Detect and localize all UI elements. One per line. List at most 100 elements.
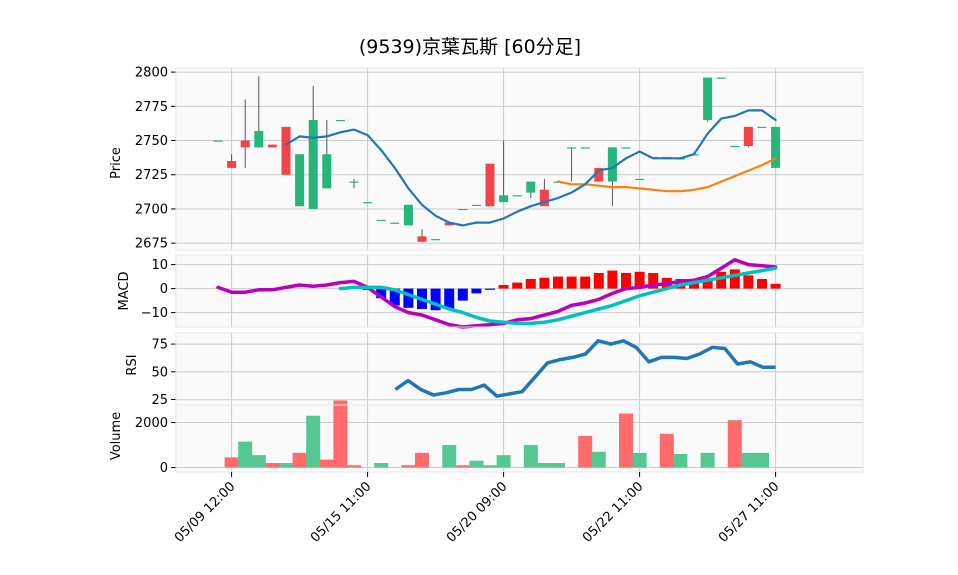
volume-bar-19: [469, 460, 484, 468]
volume-bar-33: [659, 433, 674, 468]
volume-bar-9: [333, 400, 348, 468]
panel-frame-3: [175, 399, 864, 473]
macd-hist-bar-12: [376, 288, 387, 299]
macd-ytick-label-0: −10: [141, 306, 168, 321]
candle-body-14: [403, 204, 413, 226]
volume-bar-7: [306, 415, 321, 468]
xtick-label-1: 05/15 11:00: [308, 479, 375, 546]
price-ytick-label-1: 2700: [135, 202, 168, 217]
ma-long-line: [556, 157, 777, 193]
candle-body-30: [621, 147, 631, 149]
volume-bar-39: [741, 452, 756, 468]
macd-hist-bar-17: [444, 288, 455, 309]
volume-bar-36: [700, 452, 715, 468]
candle-body-38: [730, 146, 740, 148]
xtick-label-3: 05/22 11:00: [580, 479, 647, 546]
candle-body-36: [703, 77, 713, 120]
macd-hist-bar-18: [457, 288, 468, 301]
candle-body-17: [444, 222, 454, 226]
candle-body-31: [635, 178, 645, 181]
price-ytick-label-3: 2750: [135, 134, 168, 149]
macd-hist-bar-28: [593, 273, 604, 289]
candle-body-4: [267, 144, 277, 148]
candle-body-40: [757, 126, 767, 129]
rsi-ytick-label-1: 50: [151, 365, 168, 380]
candle-body-22: [512, 195, 522, 197]
volume-bar-27: [578, 436, 593, 468]
candle-body-15: [417, 236, 427, 242]
rsi-ytick-label-0: 25: [151, 393, 168, 408]
macd-hist-bar-14: [403, 288, 414, 308]
candle-body-23: [526, 181, 536, 193]
candle-body-18: [458, 208, 468, 211]
macd-hist-bar-19: [471, 288, 482, 294]
candle-body-5: [281, 126, 291, 175]
candle-body-13: [390, 222, 400, 224]
volume-ytick-label-1: 2000: [135, 416, 168, 431]
macd-hist-bar-26: [566, 276, 577, 289]
volume-bar-12: [374, 463, 389, 468]
volume-ytick-label-0: 0: [160, 461, 168, 476]
volume-panel: 0 2000: [135, 400, 863, 476]
candle-body-10: [349, 181, 359, 183]
candle-body-12: [376, 219, 386, 222]
macd-hist-bar-35: [689, 280, 699, 289]
volume-bar-24: [537, 463, 552, 468]
candle-body-21: [499, 195, 509, 203]
macd-ytick-label-2: 10: [151, 258, 168, 273]
xtick-label-2: 05/20 09:00: [444, 479, 511, 546]
macd-hist-bar-29: [607, 270, 618, 289]
volume-bar-23: [523, 445, 538, 468]
panel-frame-2: [175, 332, 864, 406]
signal-line: [338, 266, 778, 326]
candle-body-28: [594, 167, 604, 182]
volume-bar-34: [673, 454, 688, 468]
volume-bar-2: [238, 441, 253, 468]
macd-background: [176, 255, 863, 327]
volume-bar-20: [483, 465, 497, 468]
macd-hist-bar-24: [539, 277, 550, 289]
macd-hist-bar-40: [757, 279, 767, 289]
candle-body-16: [431, 239, 441, 241]
candle-body-8: [322, 154, 332, 189]
volume-bar-25: [551, 463, 565, 468]
candle-body-11: [363, 202, 373, 204]
panel-frame-1: [175, 254, 864, 328]
macd-hist-bar-13: [389, 288, 400, 306]
price-ytick-label-4: 2775: [135, 100, 168, 115]
candle-body-29: [607, 147, 617, 182]
candle-body-37: [716, 77, 726, 79]
volume-bar-40: [755, 452, 769, 468]
macd-ylabel: MACD: [117, 272, 132, 311]
candle-body-6: [295, 154, 305, 207]
macd-hist-bar-37: [716, 271, 727, 289]
volume-bar-28: [591, 451, 606, 468]
volume-bar-1: [224, 457, 239, 468]
macd-hist-bar-23: [525, 279, 536, 289]
rsi-ylabel: RSI: [125, 354, 140, 375]
macd-hist-bar-38: [729, 269, 740, 289]
macd-ytick-label-1: 0: [160, 282, 168, 297]
candle-body-2: [240, 140, 250, 148]
price-ytick-label-5: 2800: [135, 66, 168, 81]
candle-body-24: [539, 189, 549, 207]
xtick-label-0: 05/09 12:00: [172, 479, 239, 546]
price-ytick-label-0: 2675: [135, 237, 168, 252]
volume-bar-15: [415, 452, 429, 468]
ma-short-line: [284, 109, 777, 227]
rsi-line: [394, 339, 776, 398]
macd-hist-bar-30: [621, 273, 631, 289]
macd-hist-bar-41: [770, 283, 781, 289]
volume-bar-4: [265, 463, 280, 468]
macd-hist-bar-16: [430, 288, 441, 311]
panel-frame-0: [175, 67, 864, 251]
macd-hist-bar-39: [743, 275, 754, 289]
macd-hist-bar-27: [580, 276, 591, 289]
macd-hist-bar-22: [512, 282, 523, 289]
macd-hist-bar-32: [648, 273, 659, 289]
volume-bar-18: [455, 465, 470, 468]
volume-bar-6: [292, 452, 307, 468]
volume-bar-30: [619, 413, 633, 468]
macd-panel: −10 0 10: [141, 255, 863, 329]
